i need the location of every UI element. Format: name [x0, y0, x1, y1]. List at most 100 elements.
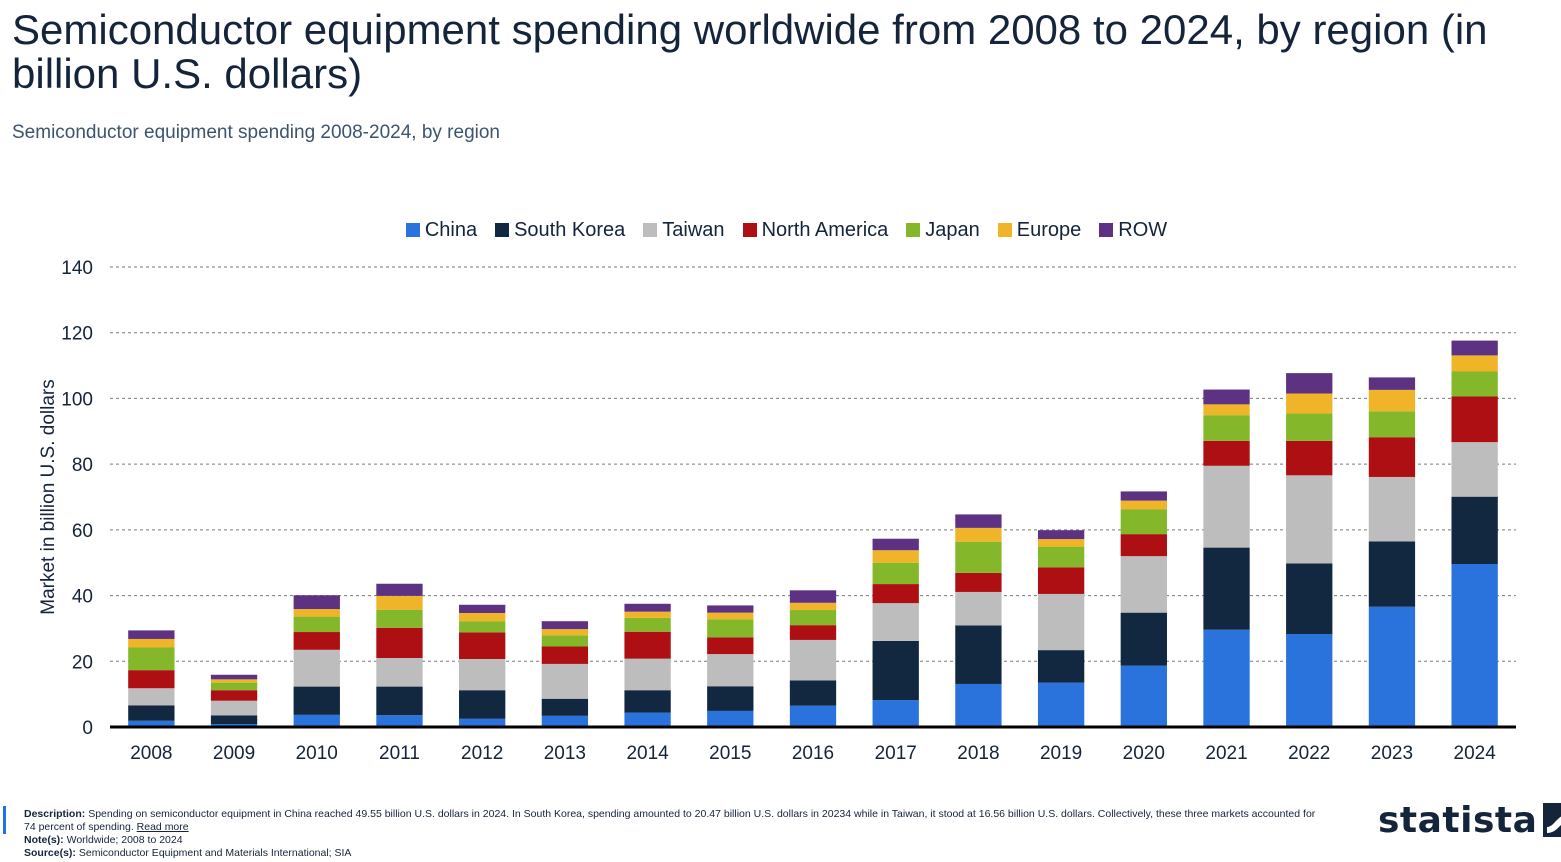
bar-europe-2013: [541, 629, 589, 636]
bar-south-korea-2024: [1451, 496, 1498, 565]
bar-south-korea-2023: [1368, 541, 1416, 607]
legend-swatch: [643, 223, 658, 237]
y-tick-label: 0: [82, 718, 93, 739]
bar-europe-2009: [210, 679, 258, 683]
x-tick-label: 2019: [1040, 743, 1082, 764]
x-tick-label: 2011: [379, 743, 420, 764]
legend-swatch: [405, 223, 420, 237]
x-tick-label: 2013: [544, 743, 586, 764]
bar-europe-2016: [789, 602, 837, 611]
bar-north-america-2011: [376, 627, 423, 658]
bar-north-america-2018: [955, 572, 1002, 592]
bar-japan-2016: [789, 610, 837, 626]
legend-item-europe[interactable]: Europe: [997, 218, 1082, 242]
bar-japan-2024: [1451, 371, 1498, 397]
bar-row-2022: [1286, 373, 1333, 394]
bar-north-america-2009: [210, 690, 258, 701]
bar-europe-2020: [1120, 500, 1167, 510]
bar-europe-2011: [376, 595, 423, 610]
bar-japan-2014: [624, 617, 671, 632]
bar-row-2015: [707, 605, 754, 613]
bar-row-2020: [1120, 491, 1167, 501]
bar-europe-2022: [1286, 393, 1333, 414]
bar-south-korea-2015: [707, 686, 754, 711]
legend-label: Taiwan: [662, 218, 725, 241]
bar-north-america-2017: [872, 584, 919, 604]
legend-swatch: [495, 223, 510, 237]
bar-japan-2012: [459, 621, 506, 633]
bar-north-america-2014: [624, 631, 671, 659]
bar-japan-2020: [1120, 509, 1167, 535]
statista-logo[interactable]: statista: [1378, 798, 1561, 842]
bar-taiwan-2009: [210, 700, 258, 716]
legend-label: Europe: [1016, 218, 1082, 241]
y-tick-label: 20: [72, 652, 93, 673]
chart-title: Semiconductor equipment spending worldwi…: [12, 6, 1488, 97]
bar-europe-2014: [624, 611, 671, 618]
bar-china-2021: [1203, 629, 1250, 727]
bar-china-2018: [955, 683, 1002, 727]
x-tick-label: 2020: [1123, 743, 1165, 764]
bar-south-korea-2014: [624, 690, 671, 713]
bar-japan-2015: [707, 619, 754, 638]
bar-europe-2012: [459, 612, 506, 622]
bar-south-korea-2016: [789, 680, 837, 706]
legend-item-china[interactable]: China: [405, 218, 478, 242]
bar-china-2011: [376, 715, 423, 727]
x-tick-label: 2018: [957, 743, 999, 764]
y-tick-label: 100: [61, 389, 93, 410]
bar-row-2016: [789, 590, 837, 603]
y-tick-label: 40: [72, 587, 93, 608]
bar-europe-2015: [707, 612, 754, 620]
bar-north-america-2019: [1037, 567, 1085, 594]
legend-item-row[interactable]: ROW: [1099, 219, 1167, 242]
bar-taiwan-2024: [1451, 442, 1498, 497]
x-tick-label: 2016: [792, 743, 834, 764]
bar-north-america-2021: [1203, 440, 1250, 466]
bar-japan-2013: [541, 635, 589, 647]
bar-taiwan-2017: [872, 603, 919, 641]
bar-china-2017: [872, 700, 919, 727]
legend-item-south-korea[interactable]: South Korea: [495, 219, 625, 242]
bar-north-america-2015: [707, 637, 754, 655]
bar-japan-2019: [1037, 546, 1085, 568]
legend-item-taiwan[interactable]: Taiwan: [643, 218, 725, 242]
bar-china-2008: [128, 720, 175, 727]
chart-legend: China South Korea Taiwan North America Japan…: [0, 217, 1561, 243]
bar-row-2014: [624, 603, 671, 612]
source-text: Semiconductor Equipment and Materials In…: [78, 847, 352, 859]
bar-south-korea-2022: [1286, 563, 1333, 635]
bar-taiwan-2018: [955, 591, 1002, 626]
bar-row-2013: [541, 621, 589, 630]
legend-label: Japan: [925, 218, 980, 241]
bar-europe-2023: [1368, 389, 1416, 412]
x-tick-label: 2021: [1205, 743, 1247, 764]
bar-china-2015: [707, 710, 754, 727]
bar-north-america-2023: [1368, 437, 1416, 477]
y-tick-label: 80: [72, 455, 93, 476]
read-more-link[interactable]: Read more: [136, 821, 189, 833]
bar-europe-2024: [1451, 355, 1498, 372]
bar-row-2009: [210, 674, 258, 680]
bar-taiwan-2010: [293, 649, 340, 687]
legend-item-north-america[interactable]: North America: [742, 219, 888, 242]
bar-china-2010: [293, 714, 340, 727]
bar-china-2023: [1368, 606, 1416, 727]
bar-north-america-2016: [789, 625, 837, 640]
bar-taiwan-2021: [1203, 465, 1250, 548]
bar-row-2017: [872, 538, 919, 551]
legend-label: South Korea: [514, 218, 626, 241]
legend-label: China: [424, 218, 478, 241]
bar-europe-2010: [293, 609, 340, 617]
bar-south-korea-2021: [1203, 547, 1250, 630]
bar-japan-2022: [1286, 413, 1333, 441]
chart-subtitle: Semiconductor equipment spending 2008-20…: [12, 122, 500, 143]
bar-south-korea-2018: [955, 625, 1002, 684]
bar-europe-2019: [1037, 539, 1085, 547]
bar-taiwan-2008: [128, 688, 175, 706]
bar-north-america-2022: [1286, 440, 1333, 476]
legend-item-japan[interactable]: Japan: [906, 219, 980, 242]
bar-row-2010: [293, 595, 340, 610]
description-label: Description:: [24, 808, 86, 820]
bar-south-korea-2008: [128, 705, 175, 721]
